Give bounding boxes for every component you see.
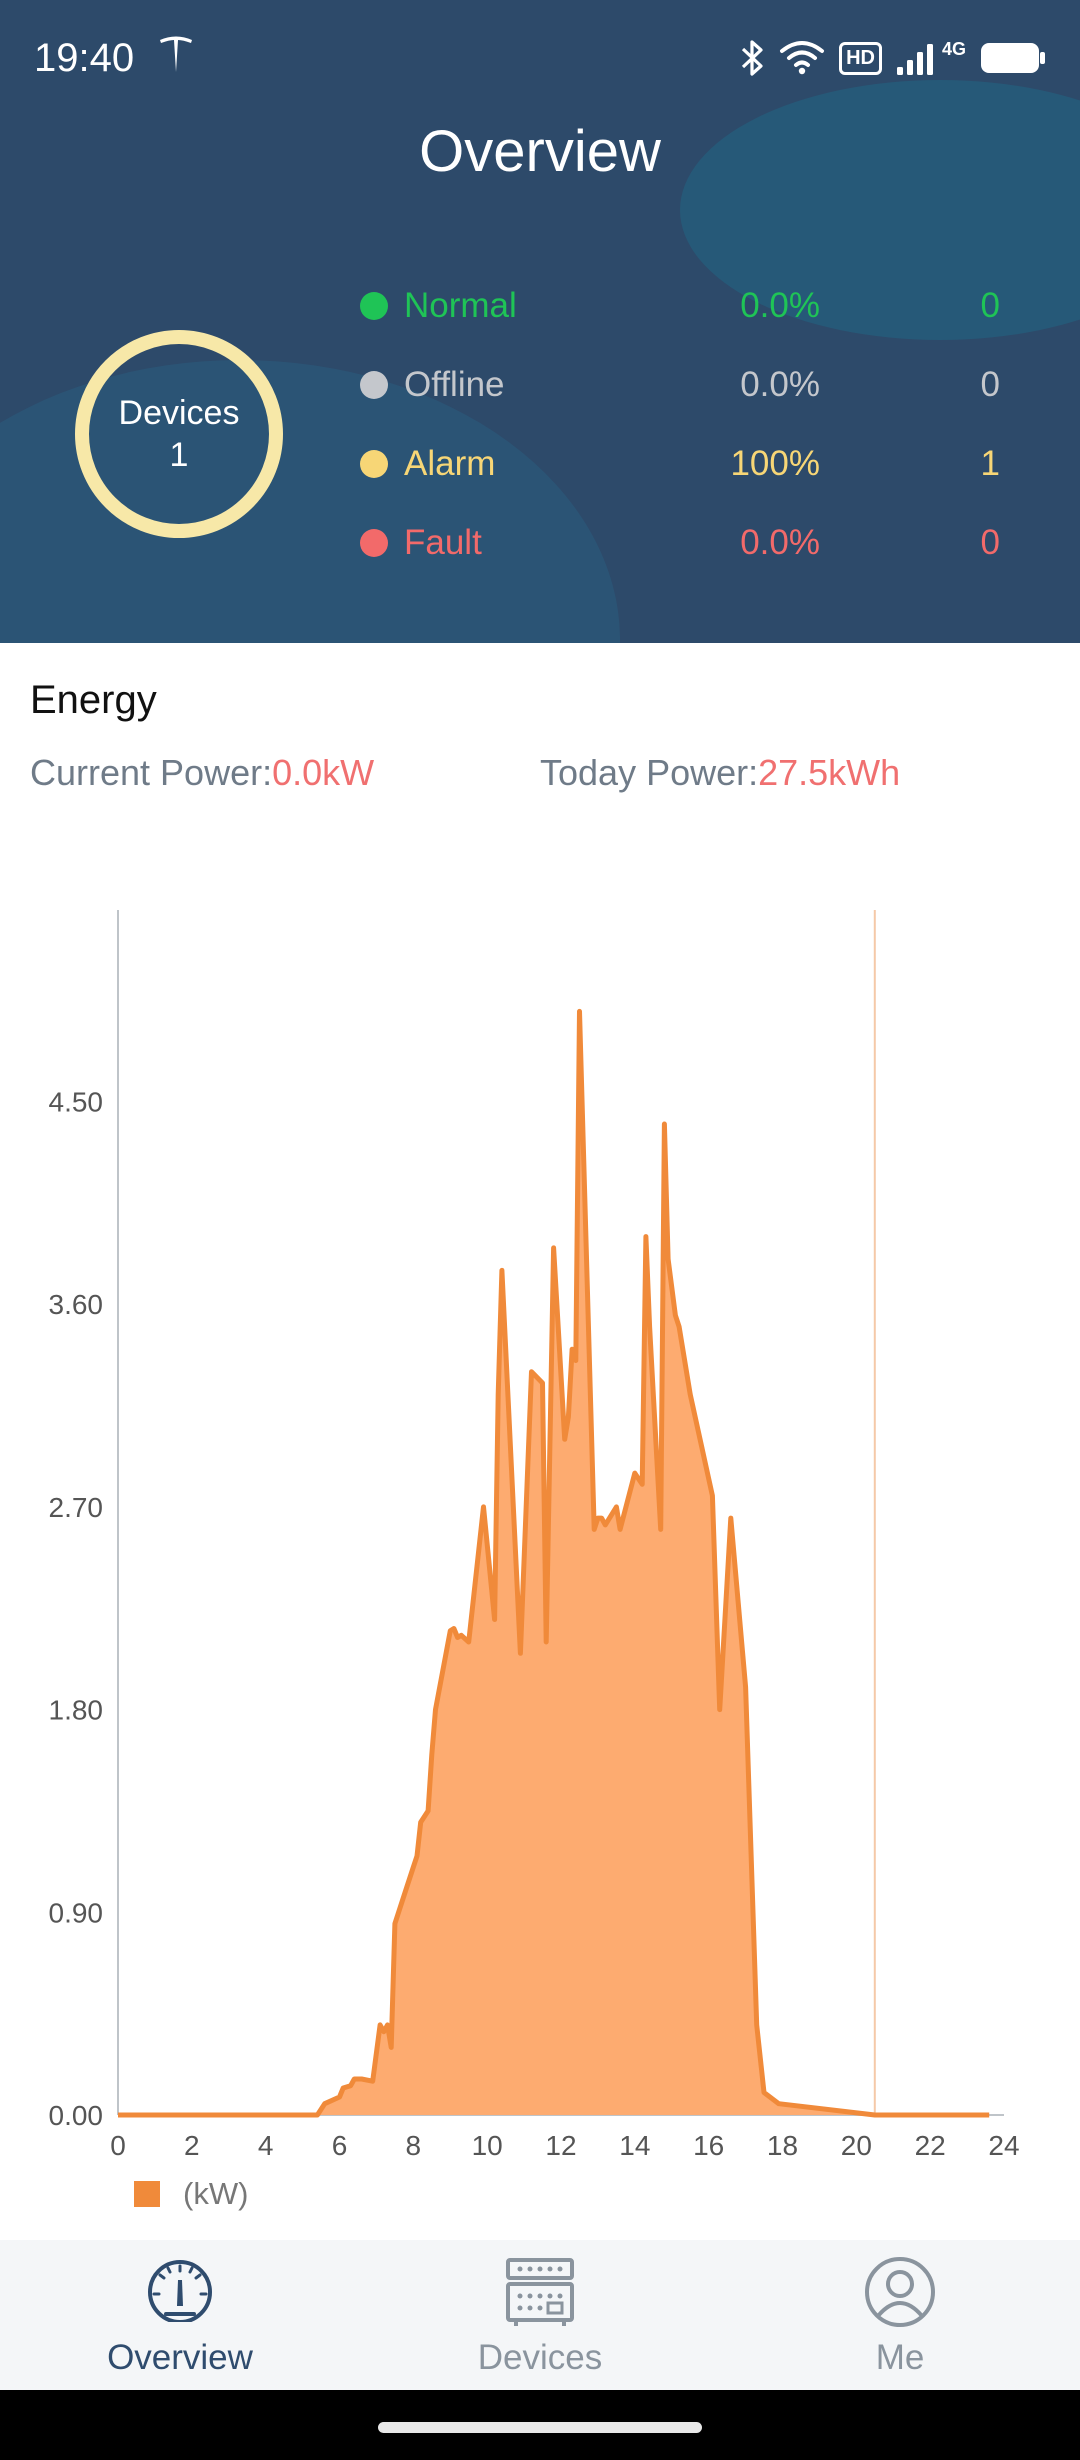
home-indicator[interactable]: [378, 2422, 702, 2433]
status-percent: 0.0%: [740, 286, 820, 325]
x-tick-label: 4: [258, 2130, 274, 2161]
devices-icon: [506, 2258, 574, 2326]
x-tick-label: 0: [110, 2130, 126, 2161]
status-row-normal: Normal 0.0% 0: [360, 280, 1000, 340]
x-tick-label: 14: [619, 2130, 650, 2161]
hd-badge: HD: [839, 41, 882, 75]
today-power-value: 27.5kWh: [758, 752, 901, 793]
status-time: 19:40: [34, 36, 135, 80]
bottom-nav: Overview Devices Me: [0, 2240, 1080, 2390]
y-tick-label: 0.90: [49, 1897, 104, 1928]
status-icons: HD 4G: [739, 36, 1046, 80]
chart-series-line: [118, 1008, 990, 2118]
today-power-label: Today Power:: [540, 752, 759, 793]
x-tick-label: 18: [767, 2130, 798, 2161]
devices-count: 1: [169, 436, 189, 474]
status-percent: 100%: [730, 444, 820, 483]
y-tick-label: 1.80: [49, 1695, 104, 1726]
current-power-value: 0.0kW: [272, 752, 375, 793]
gauge-icon: [148, 2260, 212, 2322]
x-tick-label: 2: [184, 2130, 200, 2161]
y-tick-label: 3.60: [49, 1289, 104, 1320]
legend-swatch: [134, 2181, 160, 2207]
x-tick-label: 12: [545, 2130, 576, 2161]
signal-icon: [896, 44, 933, 75]
status-count: 0: [980, 365, 1000, 404]
current-power-label: Current Power:: [30, 752, 273, 793]
bluetooth-icon: [741, 40, 763, 76]
x-tick-label: 10: [472, 2130, 503, 2161]
devices-count-ring[interactable]: Devices 1: [75, 330, 283, 538]
status-dot: [360, 450, 388, 478]
energy-chart[interactable]: 0.000.901.802.703.604.500 2 4 6 8 10 12 14 16 18 2…: [0, 850, 1080, 2220]
y-tick-label: 0.00: [49, 2100, 104, 2131]
nav-label-overview: Overview: [107, 2338, 253, 2377]
status-percent: 0.0%: [740, 523, 820, 562]
status-label: Fault: [404, 523, 482, 562]
x-tick-label: 6: [332, 2130, 348, 2161]
status-dot: [360, 371, 388, 399]
page-title: Overview: [419, 119, 661, 184]
y-tick-label: 2.70: [49, 1492, 104, 1523]
status-count: 0: [980, 286, 1000, 325]
nav-tab-overview[interactable]: Overview: [60, 2240, 300, 2390]
x-tick-label: 8: [406, 2130, 422, 2161]
y-tick-label: 4.50: [49, 1086, 104, 1117]
nav-label-devices: Devices: [477, 2338, 603, 2377]
tesla-icon: [160, 36, 192, 72]
status-count: 1: [980, 444, 1000, 483]
status-dot: [360, 529, 388, 557]
wifi-icon: [780, 41, 825, 75]
status-count: 0: [980, 523, 1000, 562]
status-row-alarm: Alarm 100% 1: [360, 438, 1000, 498]
nav-tab-me[interactable]: Me: [780, 2240, 1020, 2390]
x-tick-label: 22: [915, 2130, 946, 2161]
nav-tab-devices[interactable]: Devices: [420, 2240, 660, 2390]
chart-area-fill: [118, 1011, 990, 2115]
status-label: Offline: [404, 365, 505, 404]
status-bar: 19:40 HD 4G: [0, 0, 1080, 110]
x-tick-label: 24: [988, 2130, 1019, 2161]
network-type: 4G: [941, 38, 966, 59]
status-row-offline: Offline 0.0% 0: [360, 359, 1000, 419]
status-row-fault: Fault 0.0% 0: [360, 517, 1000, 577]
status-percent: 0.0%: [740, 365, 820, 404]
user-icon: [865, 2257, 935, 2327]
status-label: Alarm: [404, 444, 496, 483]
x-tick-label: 16: [693, 2130, 724, 2161]
legend-label: (kW): [183, 2176, 248, 2211]
nav-label-me: Me: [875, 2338, 925, 2377]
energy-title: Energy: [30, 678, 157, 722]
battery-icon: [981, 43, 1045, 73]
devices-label: Devices: [118, 394, 240, 432]
today-power: Today Power:27.5kWh: [540, 752, 900, 794]
status-dot: [360, 292, 388, 320]
status-label: Normal: [404, 286, 517, 325]
overview-header: 19:40 HD 4G: [0, 0, 1080, 643]
system-nav-bar: [0, 2390, 1080, 2460]
x-tick-label: 20: [841, 2130, 872, 2161]
header-decor-blob: [680, 80, 1080, 340]
current-power: Current Power:0.0kW: [30, 752, 374, 794]
